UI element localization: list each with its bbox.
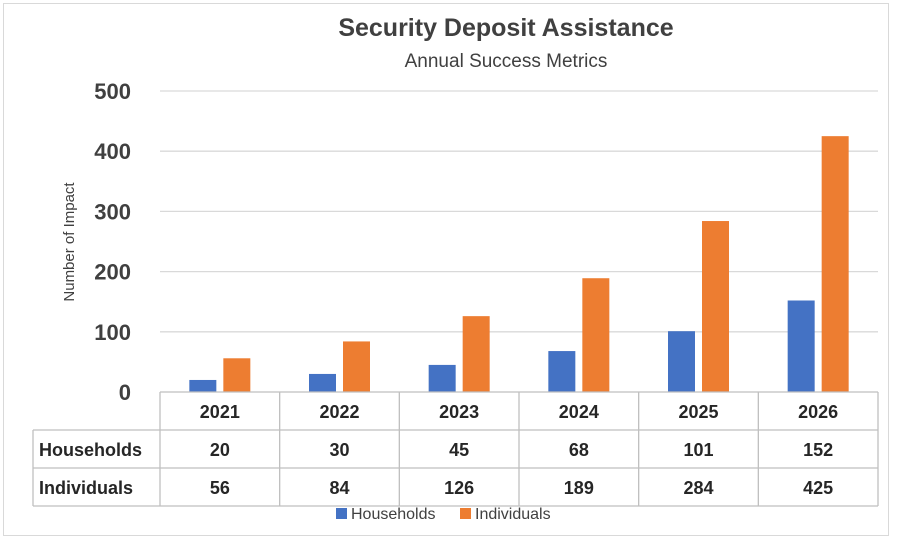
x-tick-label: 2021 [200,402,240,422]
data-label: 68 [569,440,589,460]
bar-households-2026 [787,300,815,392]
y-axis-label: Number of Impact [61,182,78,302]
y-tick-label: 100 [94,320,131,345]
y-tick-label: 0 [119,380,131,405]
x-tick-label: 2026 [798,402,838,422]
x-tick-label: 2025 [678,402,718,422]
data-label: 101 [683,440,713,460]
chart-title: Security Deposit Assistance [338,14,673,42]
y-tick-label: 500 [94,79,131,104]
table-row-header: Households [39,440,142,460]
bars [189,136,849,392]
data-label: 189 [564,478,594,498]
x-tick-label: 2023 [439,402,479,422]
bar-individuals-2022 [343,341,370,392]
bar-individuals-2023 [462,316,490,392]
y-tick-label: 400 [94,139,131,164]
data-label: 30 [329,440,349,460]
gridlines [160,90,878,333]
bar-households-2025 [668,331,695,392]
x-tick-label: 2022 [319,402,359,422]
x-tick-label: 2024 [559,402,599,422]
bar-households-2024 [548,351,576,392]
bar-households-2021 [189,379,217,392]
bar-individuals-2024 [582,278,610,392]
data-label: 20 [210,440,230,460]
bar-individuals-2026 [821,136,849,392]
chart-subtitle: Annual Success Metrics [405,51,608,72]
legend-entry: Households [351,506,436,523]
legend: Households Individuals [336,506,551,523]
legend-entry: Individuals [475,506,551,523]
bar-households-2023 [428,364,456,392]
table-row-header: Individuals [39,478,133,498]
legend-swatch [460,508,471,519]
data-label: 84 [329,478,349,498]
data-label: 152 [803,440,833,460]
chart-frame [3,3,889,536]
legend-swatch [336,508,347,519]
y-tick-label: 300 [94,199,131,224]
data-label: 126 [444,478,474,498]
bar-households-2022 [309,373,336,392]
data-label: 45 [449,440,469,460]
data-label: 56 [210,478,230,498]
bar-individuals-2025 [702,221,729,392]
y-tick-label: 200 [94,260,131,285]
bar-individuals-2021 [223,358,251,392]
data-table: 2021 2022 2023 2024 2025 2026 Households 20 30 45… [32,391,879,507]
data-label: 425 [803,478,833,498]
data-label: 284 [683,478,713,498]
y-tick-labels: 0 100 200 300 400 500 [94,79,131,405]
